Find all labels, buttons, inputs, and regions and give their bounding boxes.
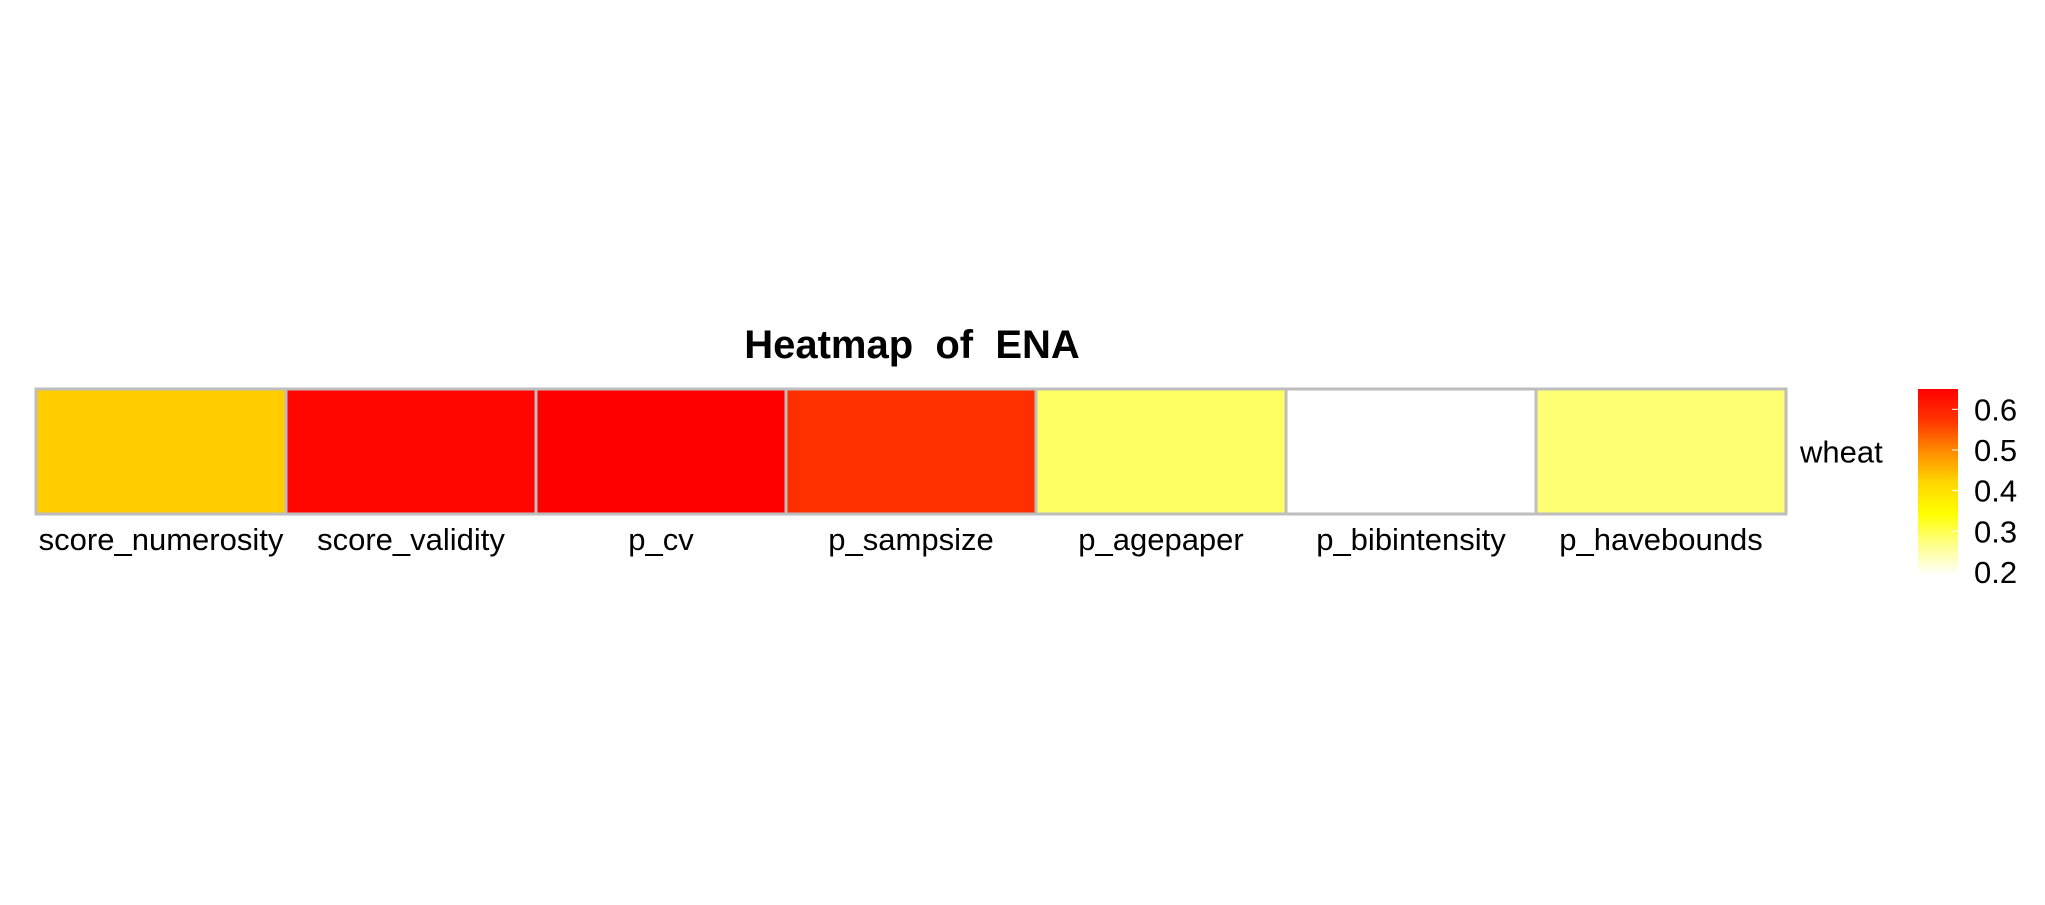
heatmap-cell-p_havebounds: [1534, 387, 1788, 516]
column-label: p_bibintensity: [1316, 522, 1506, 557]
column-labels: score_numerosity score_validity p_cv p_samp…: [39, 522, 1763, 557]
legend-tick-label: 0.2: [1974, 555, 2017, 590]
row-label: wheat: [1799, 435, 1883, 470]
column-label: p_sampsize: [828, 522, 993, 557]
row-labels: wheat: [1799, 435, 1883, 470]
legend-tick-label: 0.5: [1974, 433, 2017, 468]
legend-color-bar: [1918, 389, 1958, 576]
column-label: score_validity: [317, 522, 505, 557]
heatmap-cell-p_bibintensity: [1284, 387, 1538, 516]
chart-title: Heatmap of ENA: [744, 323, 1080, 367]
legend-tick-label: 0.4: [1974, 474, 2017, 509]
column-label: p_cv: [628, 522, 694, 557]
heatmap-cell-score_validity: [284, 387, 538, 516]
column-label: p_agepaper: [1078, 522, 1244, 557]
heatmap-cell-score_numerosity: [34, 387, 288, 516]
legend-tick-label: 0.3: [1974, 514, 2017, 549]
heatmap-cell-p_cv: [534, 387, 788, 516]
heatmap-cells: [34, 387, 1788, 516]
column-label: p_havebounds: [1559, 522, 1762, 557]
legend-tick-label: 0.6: [1974, 392, 2017, 427]
heatmap-cell-p_sampsize: [784, 387, 1038, 516]
color-legend: 0.2 0.3 0.4 0.5 0.6: [1918, 389, 2017, 590]
heatmap-cell-p_agepaper: [1034, 387, 1288, 516]
column-label: score_numerosity: [39, 522, 284, 557]
